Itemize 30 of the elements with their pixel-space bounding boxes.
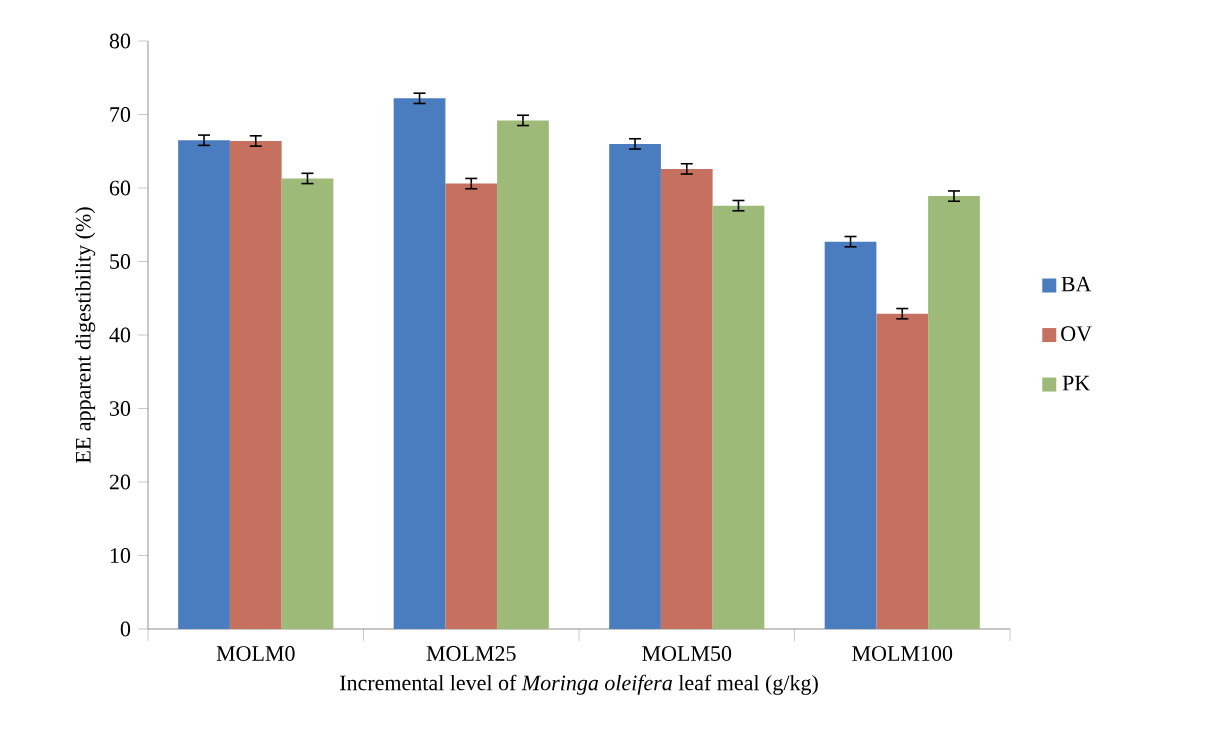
bar: [876, 313, 929, 629]
x-tick-label: MOLM25: [426, 646, 516, 661]
bar: [445, 183, 498, 629]
x-tick-label: MOLM100: [852, 646, 953, 661]
y-tick-label: 30: [110, 401, 131, 416]
bar: [660, 168, 713, 629]
y-tick-label: 50: [110, 254, 131, 269]
bar: [497, 120, 549, 629]
y-tick-label: 40: [109, 327, 131, 343]
y-tick-label: 80: [109, 33, 131, 49]
bar: [178, 140, 230, 629]
bar: [609, 143, 661, 629]
legend-label: PK: [1062, 375, 1090, 391]
y-axis-title: EE apparent digestibility (%): [75, 207, 96, 463]
bar: [712, 205, 765, 629]
y-tick-label: 60: [109, 180, 131, 196]
legend-label: BA: [1061, 276, 1092, 292]
x-tick-label: MOLM50: [642, 646, 732, 661]
y-tick-label: 10: [110, 548, 131, 563]
x-tick-label: MOLM0: [216, 646, 295, 661]
y-tick-label: 20: [109, 474, 131, 490]
bar: [229, 140, 282, 629]
bar: [393, 98, 446, 629]
legend-label: OV: [1061, 326, 1092, 342]
bar: [281, 178, 334, 629]
bar: [928, 196, 980, 629]
y-tick-label: 0: [120, 621, 131, 637]
y-tick-label: 70: [110, 107, 131, 122]
bar: [824, 241, 877, 629]
x-axis-title: Incremental level of Moringa oleifera leaf meal (g/kg): [340, 674, 818, 695]
